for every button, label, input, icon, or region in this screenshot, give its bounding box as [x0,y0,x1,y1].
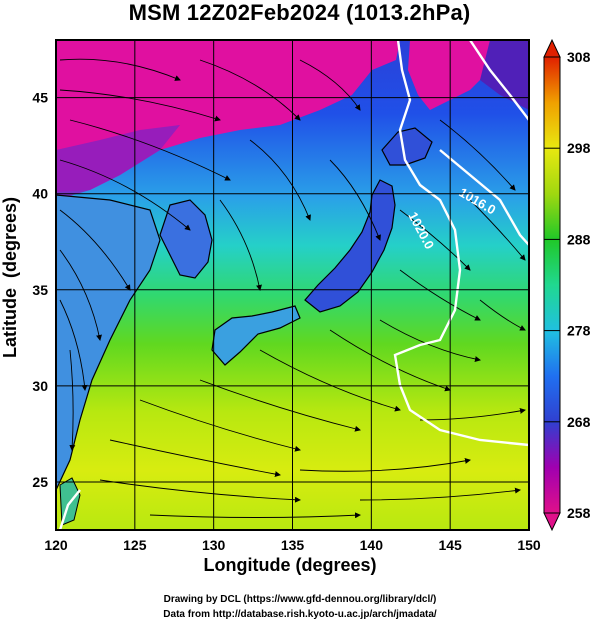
purple-band [56,125,180,200]
y-tick-label: 45 [32,90,48,106]
x-axis-label: Longitude (degrees) [203,555,377,575]
colorbar-tick-label: 308 [567,49,591,65]
colorbar-scale [543,56,561,514]
grid-lines [56,40,529,530]
isobar-1016 [469,40,529,121]
colorbar-tick-label: 278 [567,323,591,339]
y-tick-label: 35 [32,282,48,298]
colorbar-tick-labels: 308 298 288 278 268 258 [544,49,591,521]
colorbar: 308 298 288 278 268 258 [543,38,591,532]
japan-honshu [304,179,396,313]
credit-dcl: Drawing by DCL (https://www.gfd-dennou.o… [163,594,437,605]
china-coast [56,194,161,491]
x-tick-label: 125 [123,537,147,553]
isobar-1016-east [439,149,529,246]
dark-blue-northeast [480,40,529,110]
y-tick-labels: 25 30 35 40 45 [32,90,48,490]
chart-title: MSM 12Z02Feb2024 (1013.2hPa) [128,0,471,25]
x-tick-label: 140 [360,537,384,553]
colorbar-tick-label: 258 [567,505,591,521]
colorbar-bottom-arrow [543,512,561,532]
x-tick-label: 145 [438,537,462,553]
x-tick-label: 135 [281,537,305,553]
cold-region-northeast [408,40,490,110]
y-tick-label: 40 [32,186,48,202]
colorbar-tick-label: 298 [567,140,591,156]
colorbar-tick-label: 268 [567,414,591,430]
colorbar-top-arrow [543,38,561,58]
colorbar-tick-label: 288 [567,231,591,247]
x-tick-label: 120 [44,537,68,553]
plot-border [55,39,530,531]
x-tick-label: 150 [517,537,541,553]
japan-kyushu-shikoku [211,305,301,366]
korea-peninsula [159,199,213,279]
streamlines [59,58,526,519]
y-tick-label: 25 [32,474,48,490]
isobar-taiwan [58,489,81,530]
x-tick-labels: 120 125 130 135 140 145 150 [44,537,541,553]
y-tick-label: 30 [32,378,48,394]
credit-data-source: Data from http://database.rish.kyoto-u.a… [163,609,437,620]
x-tick-label: 130 [202,537,226,553]
